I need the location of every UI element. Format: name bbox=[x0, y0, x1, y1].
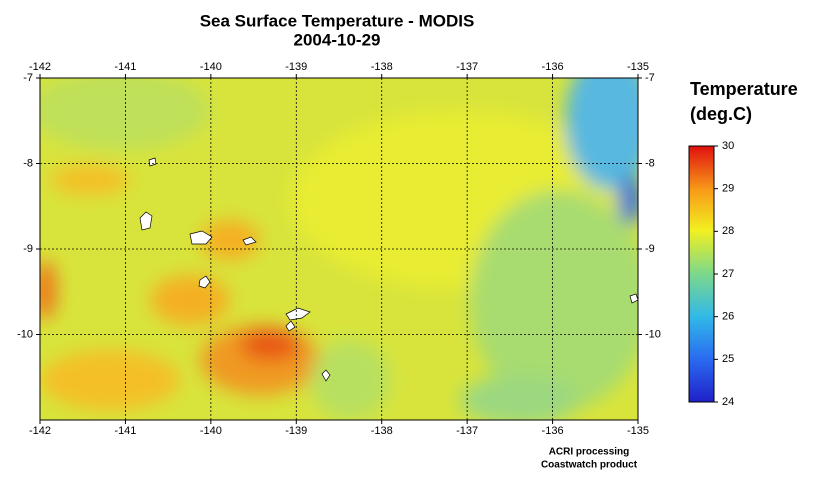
x-tick-label: -137 bbox=[456, 61, 478, 73]
y-tick-label: -7 bbox=[645, 72, 655, 84]
y-tick-label: -9 bbox=[645, 243, 655, 255]
x-tick-label: -137 bbox=[456, 425, 478, 437]
y-tick-label: -10 bbox=[17, 328, 33, 340]
colorbar-title: Temperature bbox=[690, 79, 798, 99]
x-tick-label: -142 bbox=[29, 425, 51, 437]
x-tick-label: -141 bbox=[114, 61, 136, 73]
y-tick-label: -10 bbox=[645, 328, 661, 340]
y-tick-label: -7 bbox=[23, 72, 33, 84]
y-tick-label: -9 bbox=[23, 243, 33, 255]
x-tick-label: -138 bbox=[371, 425, 393, 437]
x-tick-label: -135 bbox=[627, 61, 649, 73]
colorbar-tick-label: 24 bbox=[722, 396, 734, 408]
x-tick-label: -140 bbox=[200, 61, 222, 73]
x-tick-label: -135 bbox=[627, 425, 649, 437]
x-tick-label: -142 bbox=[29, 61, 51, 73]
title: Sea Surface Temperature - MODIS bbox=[200, 11, 475, 30]
credit: ACRI processing bbox=[549, 447, 630, 458]
colorbar-tick-label: 29 bbox=[722, 183, 734, 195]
x-tick-label: -136 bbox=[542, 425, 564, 437]
y-tick-label: -8 bbox=[645, 157, 655, 169]
y-tick-label: -8 bbox=[23, 157, 33, 169]
colorbar-tick-label: 27 bbox=[722, 268, 734, 280]
colorbar-tick-label: 26 bbox=[722, 311, 734, 323]
x-tick-label: -140 bbox=[200, 425, 222, 437]
colorbar-tick-label: 30 bbox=[722, 140, 734, 152]
colorbar-tick-label: 28 bbox=[722, 225, 734, 237]
x-tick-label: -139 bbox=[285, 61, 307, 73]
x-tick-label: -136 bbox=[542, 61, 564, 73]
colorbar-units: (deg.C) bbox=[690, 104, 752, 124]
colorbar-tick-label: 25 bbox=[722, 353, 734, 365]
x-tick-label: -139 bbox=[285, 425, 307, 437]
credit: Coastwatch product bbox=[541, 460, 638, 471]
x-tick-label: -138 bbox=[371, 61, 393, 73]
sst-field bbox=[40, 78, 638, 420]
x-tick-label: -141 bbox=[114, 425, 136, 437]
colorbar bbox=[688, 145, 715, 403]
subtitle: 2004-10-29 bbox=[294, 30, 381, 49]
